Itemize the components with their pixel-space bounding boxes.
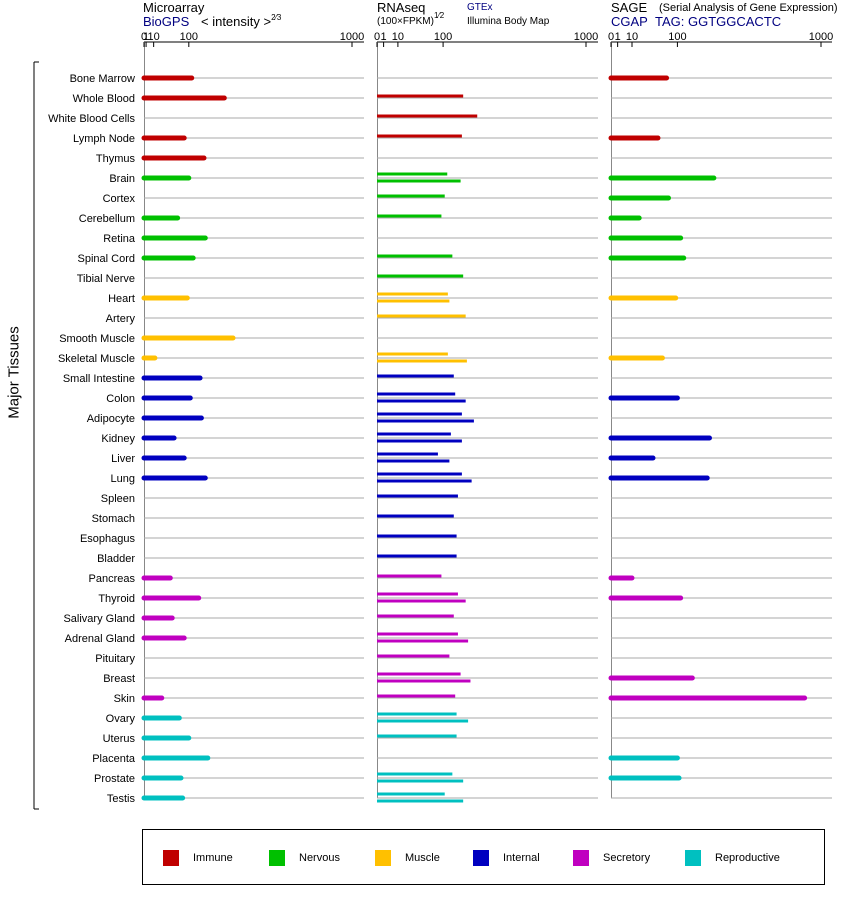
tissue-label: Uterus [103,733,136,745]
tissue-label: Cerebellum [79,213,135,225]
tissue-label: Skin [114,693,135,705]
tissue-label: White Blood Cells [48,113,135,125]
tissue-label: Small Intestine [63,373,135,385]
tissue-label: Pancreas [89,573,136,585]
cgap-link[interactable]: CGAP [611,14,648,29]
tissue-label: Thymus [96,153,136,165]
x-tick-label-microarray: 10 [148,31,160,43]
x-tick-label-rnaseq: 100 [434,31,452,43]
legend-label: Muscle [405,852,440,864]
legend-label: Nervous [299,852,340,864]
tissue-label: Kidney [101,433,135,445]
x-tick-label-sage: 0 [608,31,614,43]
tissue-label: Breast [103,673,135,685]
legend-item-nervous: Nervous [269,850,340,866]
tissue-label: Placenta [92,753,136,765]
legend-swatch [473,850,489,866]
legend-swatch [685,850,701,866]
tissue-label: Spleen [101,493,135,505]
legend-item-reproductive: Reproductive [685,850,780,866]
tissue-label: Testis [107,793,136,805]
legend-item-immune: Immune [163,850,233,866]
tissue-label: Liver [111,453,135,465]
tissue-label: Spinal Cord [78,253,135,265]
tissue-label: Thyroid [98,593,135,605]
legend-label: Internal [503,852,540,864]
tissue-label: Bladder [97,553,135,565]
legend-item-muscle: Muscle [375,850,440,866]
tissue-label: Brain [109,173,135,185]
x-tick-label-sage: 100 [668,31,686,43]
x-tick-label-microarray: 100 [180,31,198,43]
tissue-label: Stomach [92,513,135,525]
sage-title: SAGE [611,0,647,15]
tissue-label: Skeletal Muscle [58,353,135,365]
tissue-label: Colon [106,393,135,405]
gtex-link[interactable]: GTEx [467,2,493,13]
tissue-label: Pituitary [95,653,135,665]
tissue-label: Heart [108,293,135,305]
microarray-source-link[interactable]: BioGPS [143,14,189,29]
microarray-scale-text: < intensity > [201,14,271,29]
tissue-label: Esophagus [80,533,136,545]
tissue-label: Artery [106,313,136,325]
tissue-label: Adrenal Gland [65,633,135,645]
legend-label: Reproductive [715,852,780,864]
tissue-label: Retina [103,233,136,245]
legend-label: Immune [193,852,233,864]
rnaseq-title: RNAseq [377,0,425,15]
tissue-label: Whole Blood [73,93,135,105]
x-tick-label-sage: 1 [615,31,621,43]
microarray-scale-label: < intensity >2⁄3 [201,14,281,29]
x-tick-label-rnaseq: 1000 [574,31,598,43]
tissue-label: Lung [111,473,135,485]
tissue-label: Ovary [106,713,136,725]
legend-swatch [269,850,285,866]
microarray-title: Microarray [143,0,204,15]
x-tick-label-sage: 10 [626,31,638,43]
legend-swatch [573,850,589,866]
tissue-label: Cortex [103,193,136,205]
y-axis-title: Major Tissues [6,323,23,423]
legend-swatch [375,850,391,866]
illumina-body-map-label: Illumina Body Map [467,16,549,27]
sage-subtitle: (Serial Analysis of Gene Expression) [659,2,838,14]
tissue-label: Adipocyte [87,413,135,425]
legend-label: Secretory [603,852,650,864]
x-tick-label-rnaseq: 1 [381,31,387,43]
tissue-label: Salivary Gland [63,613,135,625]
tissue-label: Lymph Node [73,133,135,145]
x-tick-label-rnaseq: 10 [392,31,404,43]
legend: Immune Nervous Muscle Internal Secretory Repr… [142,829,825,885]
x-tick-label-sage: 1000 [809,31,833,43]
rnaseq-scale-text: (100×FPKM) [377,16,434,27]
legend-item-internal: Internal [473,850,540,866]
legend-item-secretory: Secretory [573,850,650,866]
tissue-label: Tibial Nerve [77,273,135,285]
legend-swatch [163,850,179,866]
rnaseq-scale-exponent: 1⁄2 [434,11,444,20]
tissue-label: Smooth Muscle [59,333,135,345]
tissue-label: Prostate [94,773,135,785]
microarray-scale-exponent: 2⁄3 [271,13,281,22]
sage-tag: TAG: GGTGGCACTC [655,14,781,29]
tissue-label: Bone Marrow [70,73,135,85]
x-tick-label-microarray: 1000 [340,31,364,43]
x-tick-label-rnaseq: 0 [374,31,380,43]
rnaseq-scale-label: (100×FPKM)1⁄2 [377,16,444,27]
